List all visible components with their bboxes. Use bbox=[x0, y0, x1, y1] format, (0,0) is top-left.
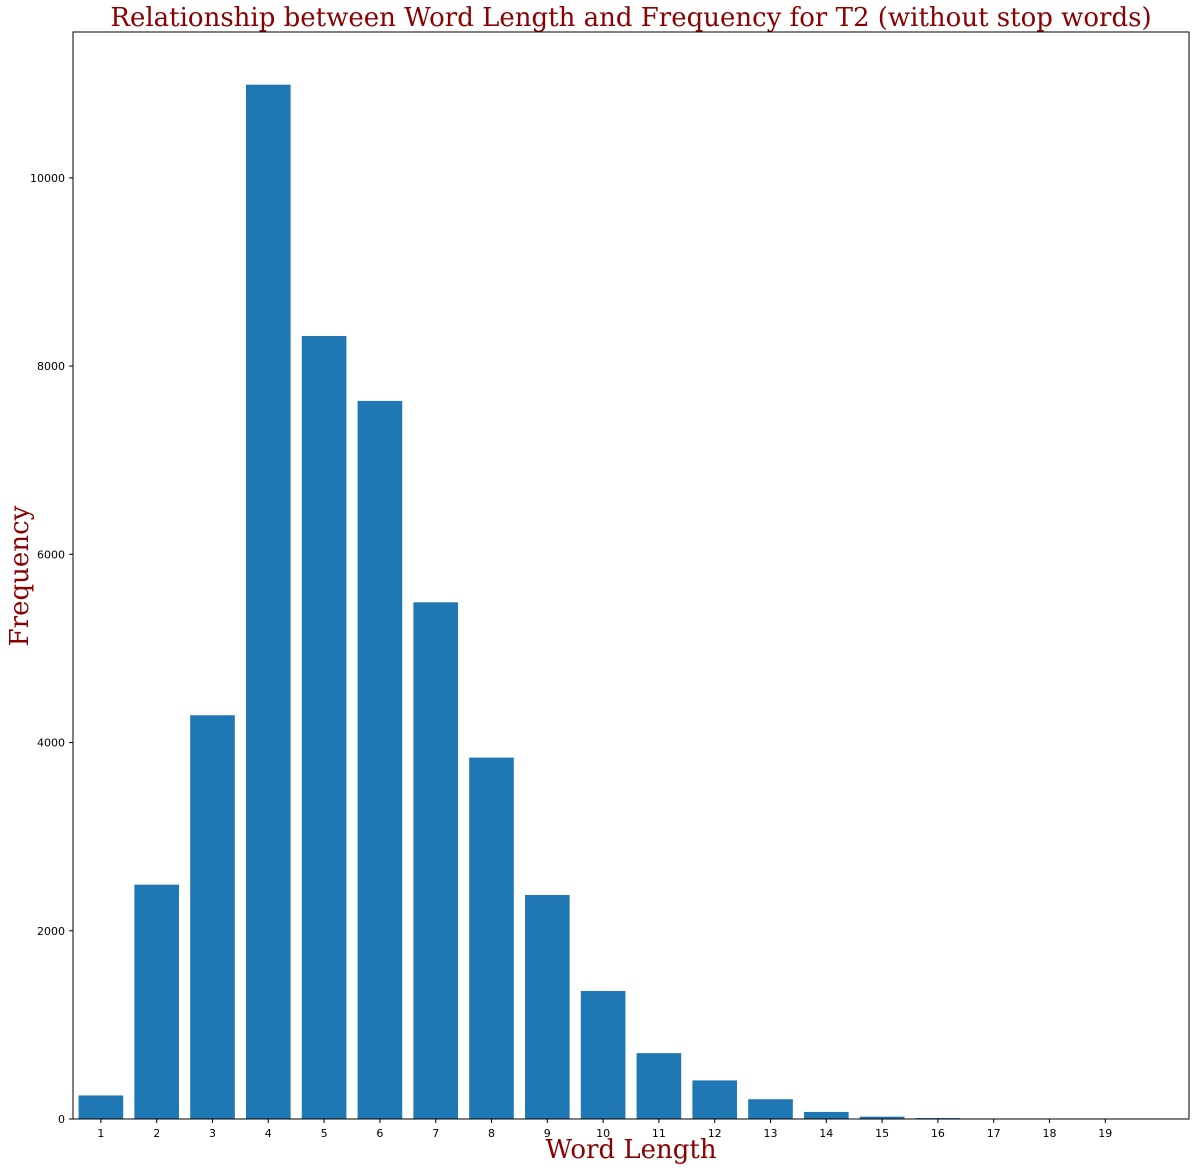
x-tick-label: 7 bbox=[432, 1127, 439, 1140]
y-tick-label: 10000 bbox=[30, 172, 65, 185]
bar-11 bbox=[636, 1053, 682, 1119]
x-tick-label: 5 bbox=[321, 1127, 328, 1140]
x-tick-label: 13 bbox=[764, 1127, 778, 1140]
bar-6 bbox=[357, 400, 403, 1119]
y-tick-label: 0 bbox=[58, 1113, 65, 1126]
bar-9 bbox=[524, 895, 570, 1119]
x-tick-label: 3 bbox=[209, 1127, 216, 1140]
x-tick-label: 6 bbox=[376, 1127, 383, 1140]
bar-8 bbox=[469, 757, 514, 1119]
bar-13 bbox=[748, 1099, 793, 1119]
bar-12 bbox=[692, 1080, 738, 1119]
x-axis-label: Word Length bbox=[545, 1135, 716, 1165]
y-axis-label: Frequency bbox=[5, 505, 35, 646]
bar-2 bbox=[134, 884, 180, 1119]
bar-10 bbox=[580, 991, 626, 1119]
bar-14 bbox=[803, 1111, 849, 1119]
x-axis: 1 2 3 4 5 6 7 8 9 10 11 12 13 14 15 16 17 18 19 bbox=[97, 1119, 1112, 1140]
bar-15 bbox=[859, 1116, 905, 1119]
bar-3 bbox=[190, 715, 235, 1119]
x-tick-label: 16 bbox=[931, 1127, 945, 1140]
x-tick-label: 17 bbox=[987, 1127, 1001, 1140]
x-tick-label: 10 bbox=[596, 1127, 610, 1140]
y-tick-label: 4000 bbox=[37, 737, 65, 750]
x-tick-label: 11 bbox=[652, 1127, 666, 1140]
y-tick-label: 6000 bbox=[37, 548, 65, 561]
x-tick-label: 12 bbox=[708, 1127, 722, 1140]
x-tick-label: 19 bbox=[1098, 1127, 1112, 1140]
chart-title: Relationship between Word Length and Fre… bbox=[110, 3, 1151, 33]
bar-7 bbox=[413, 602, 459, 1119]
x-tick-label: 14 bbox=[819, 1127, 833, 1140]
x-tick-label: 8 bbox=[488, 1127, 495, 1140]
y-axis: 0 2000 4000 6000 8000 10000 bbox=[30, 172, 73, 1126]
y-tick-label: 2000 bbox=[37, 925, 65, 938]
x-tick-label: 4 bbox=[265, 1127, 272, 1140]
bar-1 bbox=[78, 1095, 124, 1119]
x-tick-label: 1 bbox=[97, 1127, 104, 1140]
x-tick-label: 9 bbox=[544, 1127, 551, 1140]
x-tick-label: 18 bbox=[1043, 1127, 1057, 1140]
bar-4 bbox=[245, 84, 291, 1120]
x-tick-label: 15 bbox=[875, 1127, 889, 1140]
bar-5 bbox=[301, 335, 347, 1120]
bars-group bbox=[78, 84, 1128, 1120]
y-tick-label: 8000 bbox=[37, 360, 65, 373]
plot-frame bbox=[72, 31, 1190, 1120]
x-tick-label: 2 bbox=[153, 1127, 160, 1140]
